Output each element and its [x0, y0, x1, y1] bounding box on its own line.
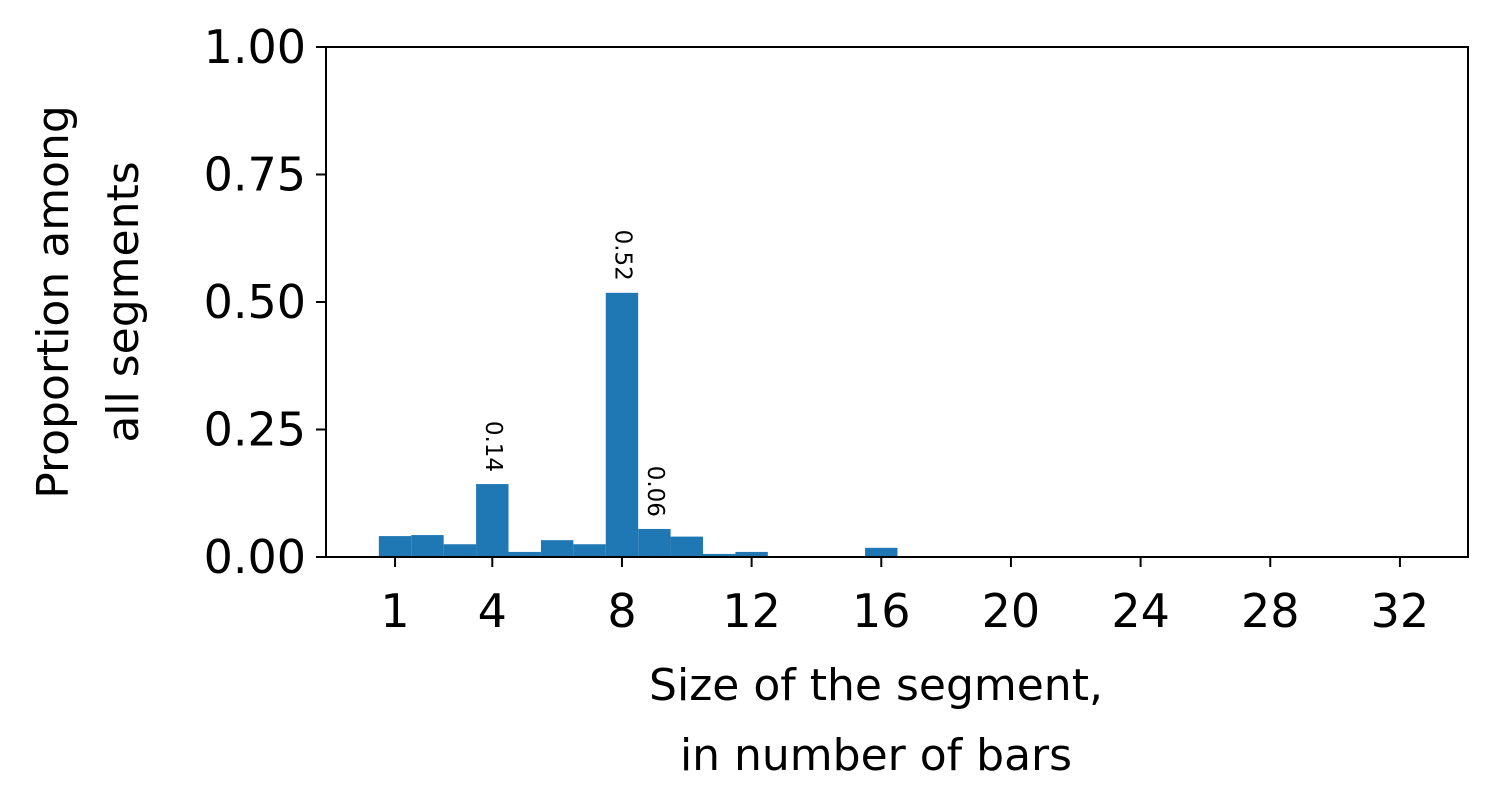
x-axis-label: Size of the segment, in number of bars	[649, 660, 1103, 781]
plot-frame	[325, 46, 1469, 558]
bar	[378, 536, 412, 557]
x-tick-label: 4	[478, 584, 507, 638]
value-label: 0.06	[642, 466, 668, 517]
y-tick-label: 0.50	[204, 275, 306, 329]
x-tick-label: 8	[607, 584, 636, 638]
x-tick-label: 16	[852, 584, 911, 638]
bar	[638, 528, 671, 557]
x-tick-label: 24	[1111, 584, 1170, 638]
bar	[605, 292, 639, 557]
bar	[540, 540, 574, 557]
y-tick-label: 0.75	[204, 148, 306, 202]
bar	[508, 551, 541, 557]
value-label: 0.52	[609, 230, 635, 281]
bar	[476, 484, 509, 557]
bar	[573, 544, 606, 557]
x-tick-label: 32	[1371, 584, 1430, 638]
bar	[702, 553, 736, 557]
y-tick-label: 0.00	[204, 530, 306, 584]
bar	[670, 536, 703, 557]
y-tick-label: 0.25	[204, 403, 306, 457]
bar	[865, 547, 898, 557]
y-tick-label: 1.00	[204, 20, 306, 74]
x-tick-label: 1	[380, 584, 409, 638]
x-tick-label: 12	[722, 584, 781, 638]
bar	[411, 535, 444, 557]
bar	[735, 551, 768, 557]
value-label: 0.14	[480, 421, 506, 472]
x-tick-label: 20	[982, 584, 1041, 638]
bar	[443, 544, 477, 557]
x-tick-label: 28	[1241, 584, 1300, 638]
y-axis-label: Proportion among all segments	[28, 105, 149, 499]
